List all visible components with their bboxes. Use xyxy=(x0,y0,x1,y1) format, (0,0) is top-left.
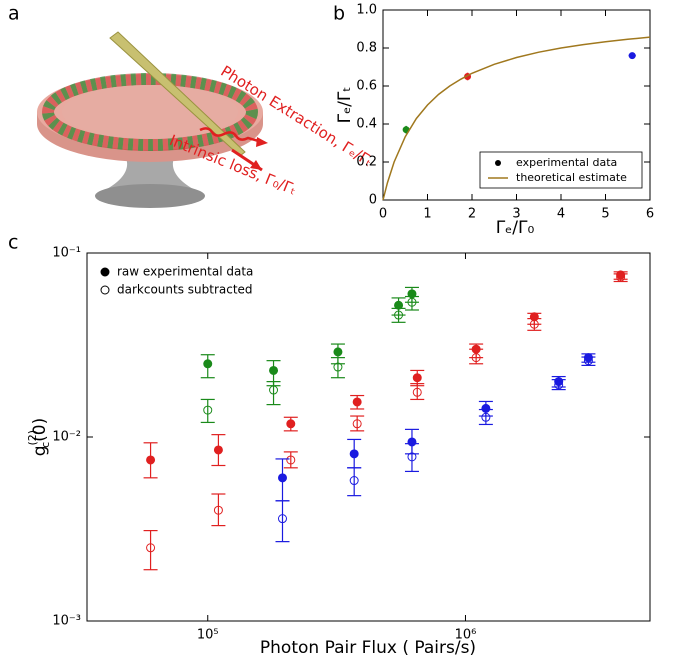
data-point xyxy=(349,476,359,486)
legend-box xyxy=(479,151,643,189)
data-point xyxy=(146,543,156,553)
data-point xyxy=(349,449,359,459)
y-tick-label: 0.6 xyxy=(356,79,377,94)
data-point xyxy=(269,385,279,395)
y-tick-label: 0.2 xyxy=(356,155,377,170)
data-point xyxy=(412,373,422,383)
data-point xyxy=(352,419,362,429)
x-tick-label: 2 xyxy=(468,207,476,222)
data-point xyxy=(554,380,564,390)
pedestal xyxy=(95,150,205,195)
y-tick-label: 1.0 xyxy=(356,3,377,18)
y-label-part: (2) xyxy=(26,430,39,446)
data-point xyxy=(481,412,491,422)
y-tick-label: 10⁻¹ xyxy=(52,246,81,261)
data-point xyxy=(213,445,223,455)
data-point xyxy=(394,310,404,320)
x-axis-label: Γₑ/Γ₀ xyxy=(496,218,535,238)
y-label-part: g xyxy=(30,445,50,456)
fiber-taper xyxy=(109,31,246,157)
data-point xyxy=(628,52,636,60)
data-point xyxy=(203,405,213,415)
data-point xyxy=(277,473,287,483)
y-tick-label: 10⁻³ xyxy=(52,614,81,629)
legend-label: theoretical estimate xyxy=(516,171,627,184)
mode-ring xyxy=(42,73,258,151)
data-point xyxy=(583,356,593,366)
data-point xyxy=(203,359,213,369)
y-label-part: c xyxy=(39,442,52,448)
y-label-part: (0) xyxy=(30,418,50,442)
legend-label: raw experimental data xyxy=(117,265,253,279)
data-point xyxy=(269,365,279,375)
data-point xyxy=(412,387,422,397)
pedestal-base xyxy=(95,184,205,208)
resonator-illustration xyxy=(37,31,268,208)
data-point xyxy=(352,397,362,407)
y-tick-label: 0.4 xyxy=(356,117,377,132)
data-point xyxy=(333,347,343,357)
data-point xyxy=(407,452,417,462)
data-point xyxy=(146,455,156,465)
legend-label: darkcounts subtracted xyxy=(117,283,253,297)
data-point xyxy=(616,272,626,282)
data-point xyxy=(286,419,296,429)
y-axis-label: g(2)c(0) xyxy=(26,418,52,457)
x-tick-label: 3 xyxy=(512,207,520,222)
x-tick-label: 5 xyxy=(601,207,609,222)
x-axis-label: Photon Pair Flux ( Pairs/s) xyxy=(260,638,476,658)
data-point xyxy=(277,514,287,524)
arrow-head xyxy=(250,160,262,170)
panel-label: c xyxy=(8,232,18,254)
legend-swatch xyxy=(100,285,110,295)
x-tick-label: 6 xyxy=(646,207,654,222)
x-tick-label: 4 xyxy=(557,207,565,222)
loss-arrow xyxy=(199,127,263,144)
y-tick-label: 0.8 xyxy=(356,41,377,56)
panel-label: a xyxy=(8,3,20,25)
legend-swatch xyxy=(495,160,501,166)
legend-swatch xyxy=(100,267,110,277)
data-point xyxy=(286,455,296,465)
disk-center xyxy=(62,85,238,139)
x-tick-label: 10⁵ xyxy=(197,628,219,643)
y-tick-label: 0 xyxy=(369,193,377,208)
data-point xyxy=(333,362,343,372)
data-point xyxy=(407,297,417,307)
x-tick-label: 10⁶ xyxy=(455,628,477,643)
arrow-head xyxy=(256,137,268,147)
x-tick-label: 0 xyxy=(379,207,387,222)
x-tick-label: 1 xyxy=(423,207,431,222)
data-point xyxy=(213,505,223,515)
theory-line xyxy=(382,36,651,201)
mode-ring xyxy=(42,73,258,151)
legend-label: experimental data xyxy=(516,156,617,169)
y-tick-label: 10⁻² xyxy=(52,430,81,445)
data-point xyxy=(529,319,539,329)
data-point xyxy=(471,353,481,363)
y-axis-label: Γₑ/Γₜ xyxy=(335,87,355,124)
plot-frame xyxy=(86,252,651,622)
panel-label: b xyxy=(333,3,345,25)
